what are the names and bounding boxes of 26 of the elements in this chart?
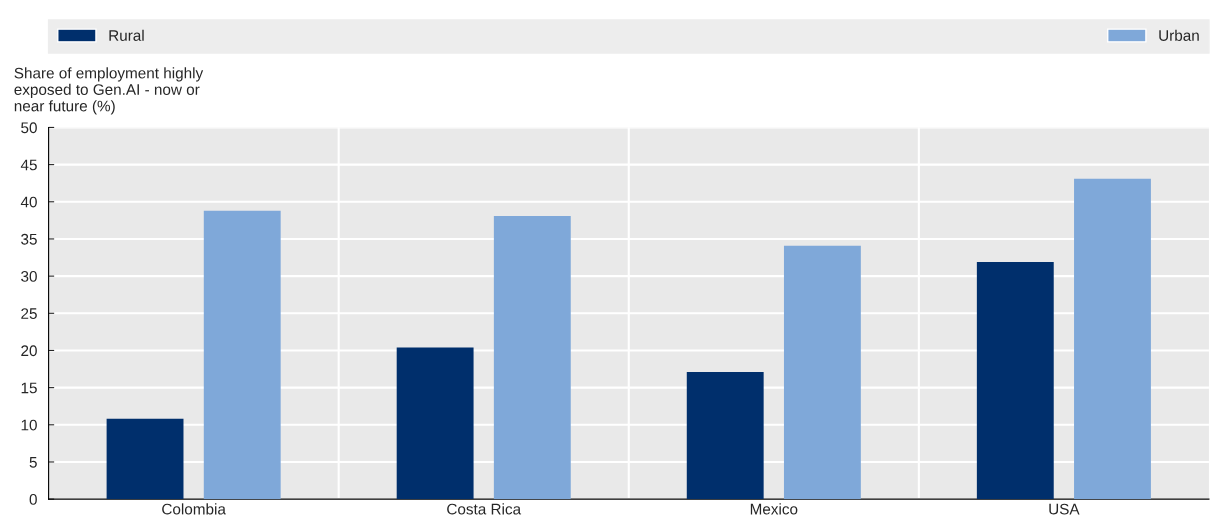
bar <box>396 347 474 500</box>
y-tick-label: 45 <box>20 159 37 171</box>
y-tick-label: 10 <box>21 419 37 431</box>
legend-label: Urban <box>1159 29 1199 41</box>
x-tick-label: Colombia <box>162 503 226 515</box>
x-tick-label: Costa Rica <box>447 503 522 515</box>
y-tick-label: 40 <box>20 196 37 208</box>
y-tick-label: 30 <box>21 270 37 282</box>
bar <box>493 215 571 500</box>
y-tick-label: 0 <box>29 494 37 505</box>
bar <box>783 245 861 500</box>
y-axis-title: Share of employment highly exposed to Gen.AI - now or near future (%) <box>14 67 204 115</box>
y-tick-label: 35 <box>21 233 37 245</box>
y-tick-label: 50 <box>21 122 37 134</box>
bar <box>686 372 764 500</box>
y-tick-label: 15 <box>21 382 37 394</box>
bar <box>976 262 1054 500</box>
y-tick-label: 25 <box>21 308 37 319</box>
legend-label: Rural <box>109 29 144 41</box>
bar <box>203 210 281 500</box>
x-tick-label: USA <box>1049 503 1080 515</box>
bar <box>106 418 184 500</box>
y-tick-label: 20 <box>21 345 37 357</box>
x-tick-label: Mexico <box>750 503 798 515</box>
bar <box>1074 178 1151 500</box>
y-tick-label: 5 <box>29 457 37 468</box>
